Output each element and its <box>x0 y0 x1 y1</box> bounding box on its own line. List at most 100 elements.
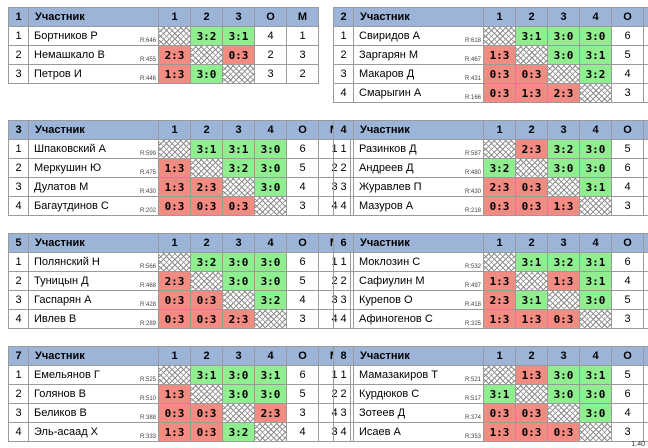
self-cell <box>547 403 580 423</box>
self-cell <box>515 45 548 65</box>
score-cell: 2:3 <box>483 177 516 197</box>
group-table: 8Участник1234ОМ1Мамазакиров ТR:5211:33:0… <box>333 346 648 442</box>
score-cell: 3:0 <box>547 26 580 46</box>
row-number: 1 <box>8 365 29 385</box>
player-name: Заргарян М <box>359 49 419 61</box>
player-name: Туницын Д <box>34 275 89 287</box>
table-row: 2 Туницын Д R:468 2:3 3:0 3:0 5 2 <box>8 271 351 291</box>
column-header: 4 <box>579 346 612 366</box>
place-cell: 1 <box>643 158 648 178</box>
player-rating: R:455 <box>139 57 156 63</box>
self-cell <box>190 271 223 291</box>
self-cell <box>579 83 612 103</box>
column-header: 4 <box>254 233 287 253</box>
points-cell: 4 <box>611 271 644 291</box>
group-table: 4Участник1234ОМ1Разинков ДR:5872:33:23:0… <box>333 120 648 216</box>
score-cell: 0:3 <box>190 422 223 442</box>
player-rating: R:566 <box>139 264 156 270</box>
table-row: 3 Гаспарян А R:428 0:3 0:3 3:2 4 3 <box>8 290 351 310</box>
score-cell: 1:3 <box>515 309 548 329</box>
player-cell: Курдюков С R:517 <box>353 384 484 404</box>
points-cell: 4 <box>286 177 319 197</box>
points-cell: 5 <box>286 271 319 291</box>
column-header: 3 <box>222 233 255 253</box>
player-cell: Меркушин Ю R:475 <box>28 158 159 178</box>
self-cell <box>579 309 612 329</box>
self-cell <box>222 64 255 84</box>
group-table: 1 Участник 1 2 3 О М 1 Бортников Р R:646 3:2 3:1 4 1 2… <box>8 7 319 84</box>
score-cell: 3:0 <box>254 158 287 178</box>
points-cell: 6 <box>286 139 319 159</box>
score-cell: 0:3 <box>158 290 191 310</box>
score-cell: 0:3 <box>158 309 191 329</box>
table-row: 1 Емельянов Г R:525 3:1 3:0 3:1 6 1 <box>8 365 351 385</box>
score-cell: 3:1 <box>515 26 548 46</box>
place-cell: 4 <box>643 422 648 442</box>
row-number: 3 <box>333 177 354 197</box>
player-cell: Полянский Н R:566 <box>28 252 159 272</box>
player-rating: R:618 <box>464 38 481 44</box>
player-rating: R:517 <box>464 396 481 402</box>
player-rating: R:468 <box>139 283 156 289</box>
player-rating: R:599 <box>139 151 156 157</box>
player-cell: Андреев Д R:480 <box>353 158 484 178</box>
player-rating: R:532 <box>464 264 481 270</box>
points-cell: 3 <box>611 309 644 329</box>
place-header: М <box>643 120 648 140</box>
player-name: Ивлев В <box>34 313 77 325</box>
player-name: Смарыгин А <box>359 87 422 99</box>
player-name: Афиногенов С <box>359 313 433 325</box>
score-cell: 3:2 <box>547 252 580 272</box>
row-number: 1 <box>333 26 354 46</box>
group-number: 7 <box>8 346 29 366</box>
points-header: О <box>611 120 644 140</box>
score-cell: 3:1 <box>190 365 223 385</box>
place-cell: 1 <box>643 26 648 46</box>
score-cell: 3:0 <box>254 271 287 291</box>
score-cell: 2:3 <box>547 83 580 103</box>
player-rating: R:646 <box>139 38 156 44</box>
row-number: 1 <box>8 252 29 272</box>
player-rating: R:587 <box>464 151 481 157</box>
points-cell: 4 <box>611 177 644 197</box>
player-cell: Петров И R:446 <box>28 64 159 84</box>
player-name: Курдюков С <box>359 388 420 400</box>
table-row: 4 Багаутдинов С R:202 0:3 0:3 0:3 3 4 <box>8 196 351 216</box>
score-cell: 0:3 <box>158 196 191 216</box>
group-header-row: 5Участник1234ОМ <box>8 233 351 253</box>
group-table: 3Участник1234ОМ1Шпаковский АR:5993:13:13… <box>8 120 351 216</box>
player-rating: R:325 <box>464 321 481 327</box>
score-cell: 3:1 <box>579 252 612 272</box>
self-cell <box>547 64 580 84</box>
self-cell <box>579 422 612 442</box>
score-cell: 3:0 <box>222 365 255 385</box>
version-label: 1.40 <box>631 441 645 448</box>
place-header: М <box>643 346 648 366</box>
row-number: 2 <box>333 45 354 65</box>
score-cell: 0:3 <box>483 83 516 103</box>
place-cell: 2 <box>643 45 648 65</box>
player-name: Полянский Н <box>34 256 100 268</box>
score-cell: 3:1 <box>515 252 548 272</box>
row-number: 1 <box>8 139 29 159</box>
points-header: О <box>611 7 644 27</box>
score-cell: 1:3 <box>483 45 516 65</box>
column-header: 2 <box>515 120 548 140</box>
player-name: Дулатов М <box>34 181 89 193</box>
player-rating: R:510 <box>139 396 156 402</box>
player-rating: R:431 <box>464 76 481 82</box>
player-name: Макаров Д <box>359 68 415 80</box>
row-number: 4 <box>8 309 29 329</box>
score-cell: 3:1 <box>579 365 612 385</box>
column-header: 4 <box>254 120 287 140</box>
player-cell: Гаспарян А R:428 <box>28 290 159 310</box>
score-cell: 2:3 <box>158 271 191 291</box>
player-cell: Ивлев В R:289 <box>28 309 159 329</box>
table-row: 1 Разинков Д R:587 2:33:23:052 <box>333 139 648 159</box>
score-cell: 0:3 <box>515 177 548 197</box>
